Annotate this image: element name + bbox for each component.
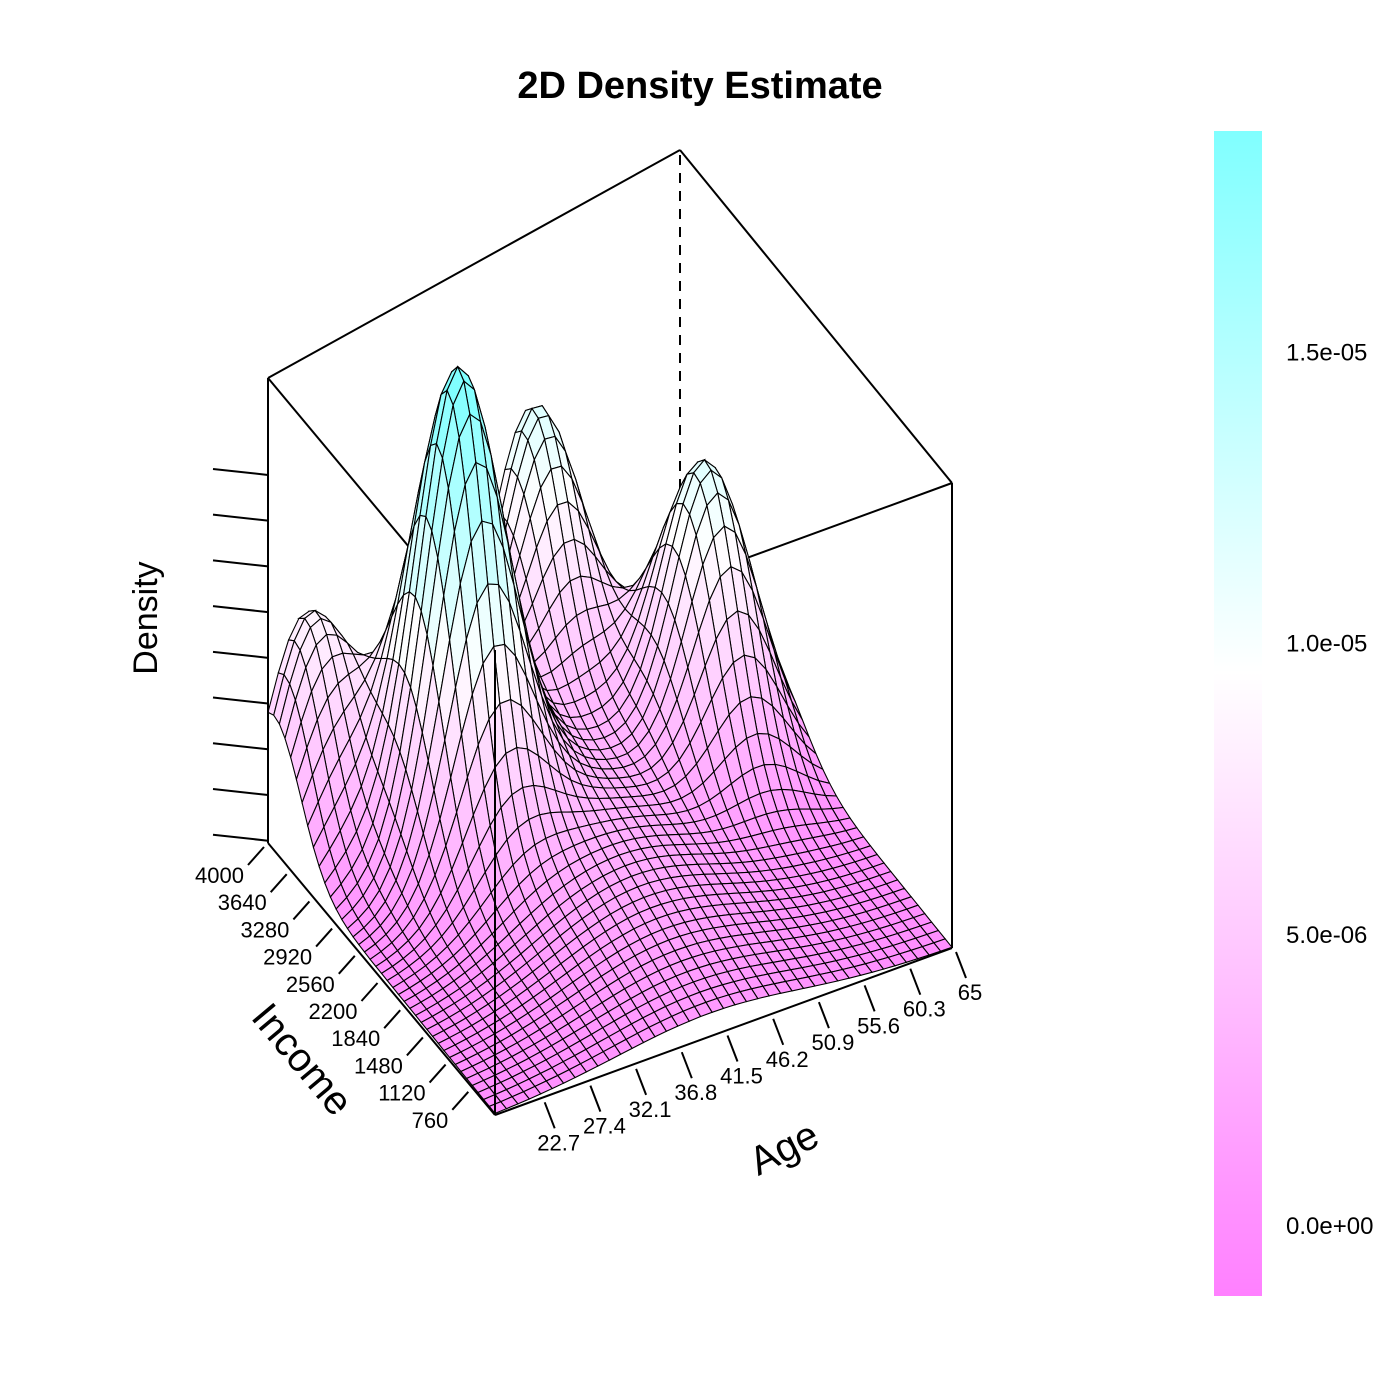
y-tick-label: 1480: [354, 1053, 403, 1078]
x-axis-label: Age: [742, 1113, 825, 1185]
z-tick: [212, 787, 269, 796]
x-tick: [635, 1068, 648, 1096]
x-tick-label: 60.3: [903, 997, 946, 1022]
y-tick: [406, 1036, 424, 1057]
y-tick-label: 1840: [331, 1026, 380, 1051]
chart-title: 2D Density Estimate: [517, 65, 882, 107]
y-tick: [428, 1063, 447, 1084]
z-tick: [212, 513, 269, 522]
z-axis-label: Density: [127, 561, 165, 674]
y-tick-label: 4000: [195, 863, 244, 888]
x-tick: [772, 1018, 785, 1046]
x-tick-label: 46.2: [766, 1047, 809, 1072]
x-tick: [909, 968, 922, 996]
y-tick-label: 3640: [218, 890, 267, 915]
y-tick-label: 1120: [378, 1081, 425, 1106]
x-tick: [726, 1035, 739, 1062]
z-tick: [212, 605, 269, 614]
z-tick: [212, 559, 269, 568]
y-tick: [292, 900, 311, 921]
x-tick: [955, 951, 967, 979]
colorbar-tick-label: 1.0e-05: [1286, 631, 1367, 658]
z-tick: [212, 467, 269, 476]
z-tick: [212, 742, 269, 751]
y-tick: [451, 1091, 470, 1111]
x-tick-label: 22.7: [537, 1130, 580, 1155]
y-tick: [338, 955, 356, 975]
colorbar-tick-label: 1.5e-05: [1286, 339, 1367, 366]
x-tick: [543, 1101, 556, 1129]
y-tick: [269, 873, 288, 893]
y-tick-label: 2200: [309, 999, 358, 1024]
x-tick-label: 65: [958, 980, 982, 1005]
density-surface: [267, 365, 953, 1115]
z-tick: [212, 833, 269, 842]
x-tick-label: 32.1: [629, 1097, 672, 1122]
z-tick: [212, 650, 269, 659]
y-tick: [360, 982, 379, 1002]
x-tick: [863, 985, 876, 1012]
y-tick-label: 2920: [263, 945, 312, 970]
x-tick-label: 55.6: [857, 1013, 900, 1038]
y-tick: [383, 1009, 401, 1029]
x-tick-label: 50.9: [811, 1030, 854, 1055]
colorbar-tick-label: 0.0e+00: [1286, 1213, 1373, 1240]
y-tick-label: 2560: [286, 972, 335, 997]
box-front-edges: [267, 378, 953, 1116]
x-tick: [817, 1001, 830, 1029]
colorbar-tick-label: 5.0e-06: [1286, 922, 1367, 949]
x-tick-label: 27.4: [583, 1114, 626, 1139]
surface-facet: [488, 1101, 508, 1115]
y-tick-label: 760: [412, 1108, 449, 1133]
colorbar-ticks: 0.0e+00 5.0e-06 1.0e-05 1.5e-05: [1286, 339, 1373, 1240]
y-tick-label: 3280: [240, 917, 289, 942]
x-tick-label: 41.5: [720, 1064, 763, 1089]
x-tick: [680, 1051, 693, 1079]
z-tick: [212, 696, 269, 705]
y-tick: [247, 846, 265, 866]
axes: 22.727.432.136.841.546.250.955.660.3 65 76…: [195, 467, 982, 1155]
colorbar: [1214, 131, 1262, 1296]
x-tick: [589, 1085, 602, 1112]
y-tick: [315, 927, 333, 948]
x-tick-label: 36.8: [674, 1080, 717, 1105]
